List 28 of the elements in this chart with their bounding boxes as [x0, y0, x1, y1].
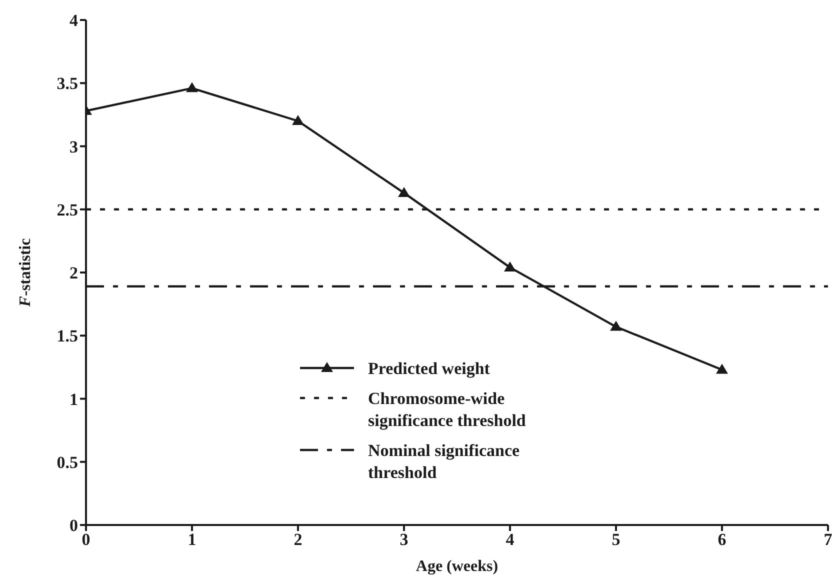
- x-tick-label: 7: [824, 530, 832, 550]
- x-tick-label: 3: [400, 530, 408, 550]
- x-tick-label: 0: [82, 530, 90, 550]
- legend-label: Nominal significance threshold: [368, 440, 521, 484]
- legend-label: Chromosome-wide significance threshold: [368, 388, 527, 432]
- x-tick-label: 5: [612, 530, 620, 550]
- y-tick-label: 0.5: [56, 452, 78, 472]
- point: [716, 364, 728, 374]
- legend-label: Predicted weight: [368, 358, 491, 380]
- y-tick-label: 3: [70, 137, 78, 156]
- y-tick-label: 2: [70, 264, 78, 283]
- point: [292, 115, 304, 125]
- x-axis-title: Age (weeks): [416, 558, 498, 575]
- point: [186, 82, 198, 92]
- y-tick-label: 3.5: [56, 74, 78, 94]
- y-tick-label: 4: [70, 11, 78, 30]
- y-tick-label: 2.5: [56, 200, 78, 220]
- x-tick-label: 2: [294, 530, 302, 550]
- x-tick-label: 1: [188, 530, 196, 550]
- x-tick-label: 6: [718, 530, 726, 550]
- y-tick-label: 1.5: [56, 326, 78, 346]
- point: [610, 320, 622, 331]
- y-axis-title: F-statistic: [17, 238, 34, 308]
- point: [398, 186, 410, 197]
- x-tick-label: 4: [506, 530, 515, 550]
- y-tick-label: 0: [70, 516, 78, 536]
- point: [504, 261, 516, 272]
- y-tick-label: 1: [70, 390, 78, 409]
